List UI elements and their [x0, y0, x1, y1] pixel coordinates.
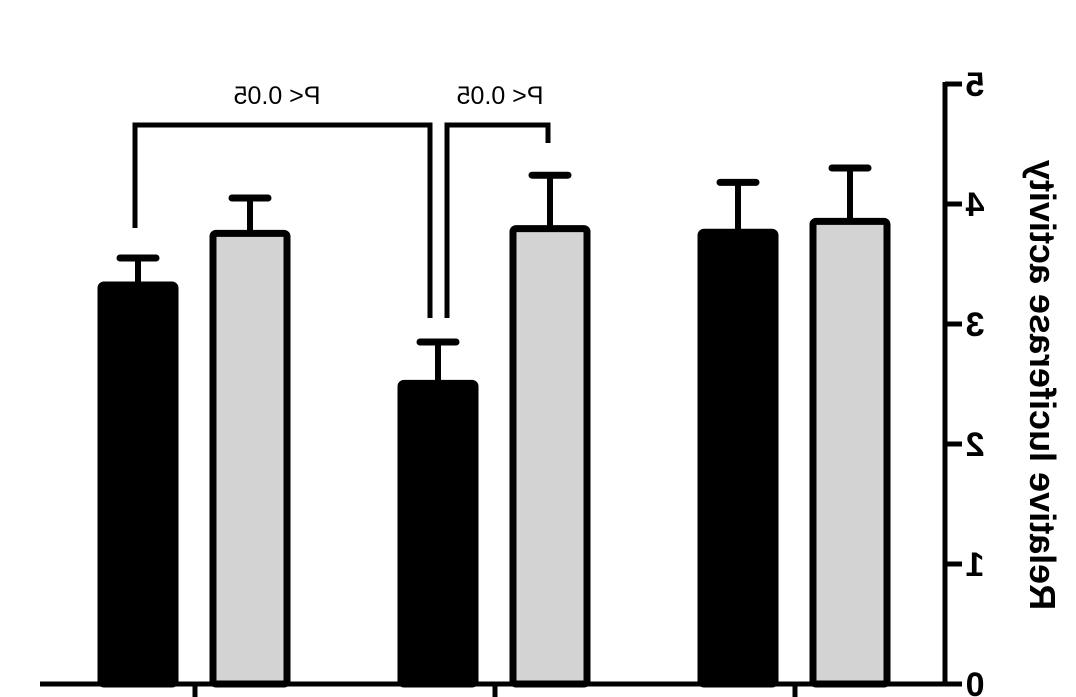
significance-bracket-1: P< 0.05	[132, 82, 433, 318]
y-tick-label: 2	[966, 426, 985, 464]
x-ticks	[192, 684, 798, 697]
y-axis-label: Relative luciferase activity	[1022, 160, 1063, 610]
y-tick-label: 4	[965, 186, 984, 224]
y-tick-label: 5	[966, 66, 985, 104]
bar	[509, 225, 591, 688]
bar	[209, 229, 291, 688]
y-tick-label: 0	[966, 666, 985, 697]
y-tick-label: 1	[966, 546, 985, 584]
bar	[397, 379, 479, 688]
bar	[697, 228, 779, 688]
y-ticks: 0 1 2 3 4 5	[945, 66, 984, 697]
bar	[97, 281, 179, 688]
significance-label-1: P< 0.05	[234, 82, 321, 110]
significance-label-2: P< 0.05	[457, 82, 544, 110]
significance-bracket-2: P< 0.05	[444, 82, 551, 318]
bars-layer	[97, 164, 891, 688]
bar	[809, 217, 891, 688]
y-tick-label: 3	[966, 306, 985, 344]
